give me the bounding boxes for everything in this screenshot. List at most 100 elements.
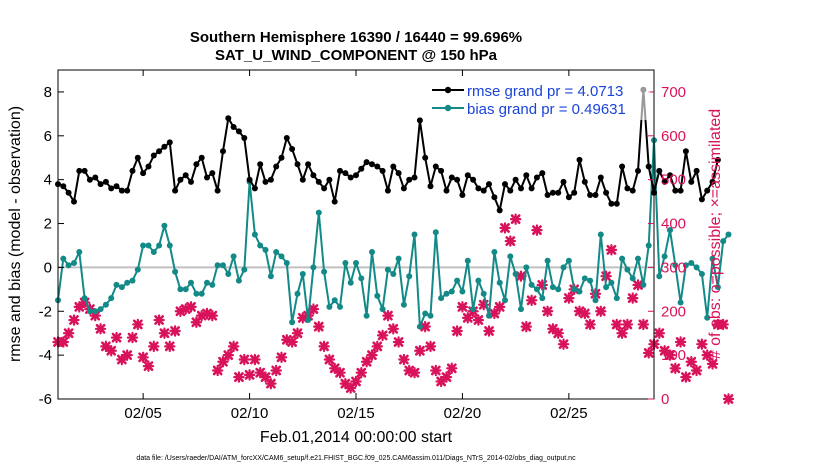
bias-point — [214, 262, 221, 269]
obs-marker — [121, 349, 133, 361]
bias-point — [86, 308, 93, 315]
bias-point — [230, 253, 237, 260]
bias-point — [278, 253, 285, 260]
bias-point — [257, 242, 264, 249]
rmse-point — [161, 143, 168, 150]
rmse-point — [76, 167, 83, 174]
obs-marker — [472, 314, 485, 326]
chart-subtitle: SAT_U_WIND_COMPONENT @ 150 hPa — [215, 47, 498, 64]
obs-marker — [547, 323, 559, 335]
rmse-point — [156, 148, 163, 155]
y-right-tick-label: 200 — [661, 303, 686, 320]
bias-point — [470, 306, 477, 313]
rmse-point — [283, 135, 290, 141]
obs-marker — [376, 329, 389, 342]
rmse-point — [214, 187, 221, 194]
obs-marker — [408, 366, 421, 379]
x-tick-label: 02/05 — [124, 405, 162, 422]
bias-point — [198, 290, 205, 297]
obs-marker — [430, 364, 442, 377]
obs-marker — [520, 320, 532, 333]
obs-marker — [579, 307, 591, 320]
x-tick-label: 02/10 — [231, 405, 269, 422]
obs-marker — [313, 320, 325, 333]
bias-point — [108, 295, 115, 302]
bias-point — [134, 266, 141, 273]
obs-marker — [227, 340, 240, 353]
y-right-tick-label: 0 — [661, 391, 669, 408]
rmse-point — [698, 196, 705, 203]
rmse-point — [619, 163, 626, 170]
rmse-point — [235, 128, 242, 135]
rmse-point — [507, 187, 514, 194]
bias-point — [305, 317, 312, 323]
bias-point — [326, 303, 333, 310]
legend-box — [424, 80, 650, 120]
obs-marker — [392, 336, 405, 348]
rmse-point — [353, 172, 359, 179]
rmse-point — [704, 187, 711, 194]
bias-point — [667, 227, 673, 234]
x-tick-label: 02/15 — [337, 405, 375, 422]
rmse-point — [406, 176, 413, 183]
rmse-series — [55, 86, 721, 214]
bias-series — [55, 137, 732, 330]
bias-point — [241, 266, 248, 273]
obs-marker — [270, 364, 282, 377]
rmse-point — [241, 135, 248, 141]
legend: rmse grand pr = 4.0713 bias grand pr = 0… — [424, 80, 650, 120]
obs-marker — [158, 327, 171, 339]
rmse-point — [369, 161, 375, 168]
obs-marker — [696, 338, 708, 350]
bias-point — [528, 281, 535, 288]
rmse-point — [470, 176, 477, 183]
obs-marker — [206, 309, 219, 322]
bias-point — [688, 260, 695, 266]
bias-point — [294, 290, 301, 297]
bias-point — [60, 255, 67, 262]
obs-marker — [222, 349, 234, 361]
bias-point — [661, 253, 668, 260]
rmse-point — [475, 185, 482, 192]
obs-marker — [706, 358, 719, 370]
rmse-point — [491, 194, 498, 201]
bias-point — [491, 249, 498, 255]
rmse-point — [358, 165, 365, 172]
bias-point — [720, 238, 727, 245]
rmse-point — [523, 172, 530, 179]
rmse-point — [709, 178, 716, 185]
obs-marker — [307, 303, 320, 315]
obs-marker — [701, 349, 713, 361]
bias-point — [283, 260, 290, 266]
obs-marker — [462, 312, 474, 324]
rmse-point — [400, 185, 407, 192]
bias-point — [406, 273, 413, 280]
obs-marker — [557, 338, 570, 350]
obs-marker — [153, 314, 165, 326]
bias-point — [289, 319, 296, 326]
rmse-point — [60, 183, 67, 190]
bias-point — [209, 281, 216, 288]
obs-marker — [211, 364, 224, 377]
rmse-point — [363, 159, 370, 166]
bias-point — [459, 288, 466, 295]
rmse-point — [603, 189, 610, 196]
rmse-point — [145, 163, 152, 170]
obs-marker — [664, 349, 676, 361]
bias-point — [188, 279, 194, 286]
rmse-point — [129, 167, 136, 174]
bias-point — [496, 279, 503, 286]
obs-marker — [456, 301, 469, 313]
bias-point — [379, 306, 386, 313]
bias-point — [390, 271, 397, 277]
rmse-point — [677, 187, 684, 194]
bias-point — [629, 275, 636, 282]
obs-marker — [563, 292, 575, 304]
obs-marker — [291, 327, 304, 339]
rmse-point — [464, 172, 471, 179]
bias-point — [299, 271, 306, 277]
bias-point — [502, 297, 508, 304]
rmse-point — [565, 194, 572, 201]
bias-point — [587, 277, 594, 284]
bias-point — [156, 242, 163, 249]
